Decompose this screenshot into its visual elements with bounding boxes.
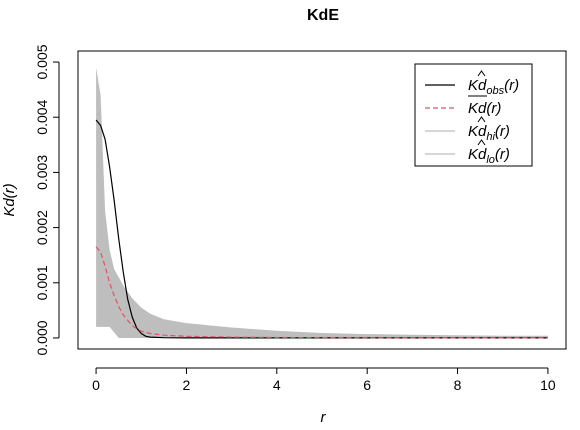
y-tick-label: 0.005 <box>34 44 50 79</box>
legend-label-2: Kd(r) <box>468 100 501 117</box>
legend-label-1: Kdobs(r) <box>468 77 519 97</box>
y-tick-label: 0.003 <box>34 155 50 190</box>
series-line-theo <box>95 246 548 339</box>
legend-hat-1 <box>477 70 486 77</box>
plot-frame <box>77 50 567 350</box>
chart-title: KdE <box>307 7 339 24</box>
legend-label-4: Kdlo(r) <box>468 146 510 166</box>
legend: Kdobs(r) Kd(r) Kdhi(r) Kdlo(r) <box>414 63 533 167</box>
y-tick-label: 0.004 <box>34 99 50 134</box>
legend-hat-4 <box>477 139 486 146</box>
x-tick-label: 0 <box>92 377 100 393</box>
legend-hat-3 <box>477 116 486 123</box>
envelope-layer <box>96 67 548 338</box>
x-axis: 0 2 4 6 8 10 <box>92 367 556 393</box>
series-layer <box>95 119 548 339</box>
x-tick-label: 6 <box>363 377 371 393</box>
y-axis-label: Kd(r) <box>1 183 18 216</box>
x-tick-label: 10 <box>540 377 556 393</box>
envelope-band <box>96 67 548 338</box>
x-axis-label: r <box>321 409 327 426</box>
y-tick-label: 0.001 <box>34 265 50 300</box>
legend-label-3: Kdhi(r) <box>468 123 510 143</box>
x-tick-label: 2 <box>183 377 191 393</box>
y-tick-label: 0.002 <box>34 210 50 245</box>
legend-box <box>414 63 533 167</box>
x-tick-label: 4 <box>273 377 281 393</box>
x-tick-label: 8 <box>454 377 462 393</box>
y-tick-label: 0.000 <box>34 320 50 355</box>
y-axis: 0.000 0.001 0.002 0.003 0.004 0.005 <box>34 44 60 356</box>
